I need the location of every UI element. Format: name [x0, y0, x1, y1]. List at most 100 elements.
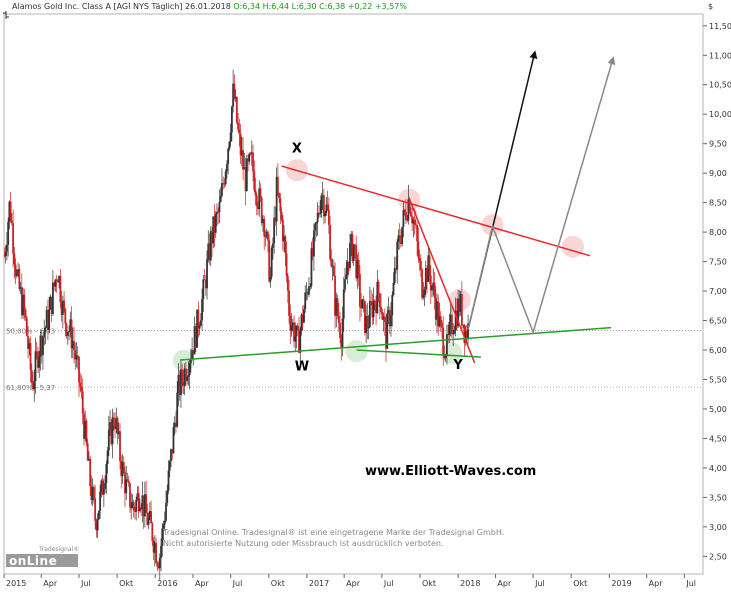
- fib-level-label: 50,00% - 6,33: [6, 328, 55, 336]
- candle-body: [50, 296, 53, 315]
- candle-body: [53, 282, 56, 287]
- candle-body: [405, 211, 407, 220]
- candle-body: [202, 279, 205, 300]
- candle-body: [189, 359, 192, 364]
- candle-body: [8, 201, 11, 222]
- x-tick-label: 2015: [6, 579, 26, 588]
- candle-body: [110, 421, 113, 444]
- candle-body: [115, 418, 118, 430]
- candle-body: [32, 383, 34, 390]
- candle-body: [293, 322, 295, 342]
- series-marker-icon: [3, 4, 9, 23]
- candle-body: [378, 293, 381, 307]
- candle-body: [83, 413, 85, 439]
- candle-body: [233, 83, 236, 99]
- candle-body: [248, 153, 251, 162]
- candle-body: [237, 122, 240, 130]
- candle-body: [168, 461, 171, 471]
- candle-body: [263, 218, 266, 237]
- candle-body: [145, 494, 148, 513]
- candle-body: [426, 268, 428, 282]
- candle-body: [112, 417, 115, 427]
- candle-body: [9, 201, 12, 221]
- candle-body: [43, 332, 46, 337]
- disclaimer: Tradesignal Online. Tradesignal® ist ein…: [163, 527, 504, 549]
- ohlc-readout: O:6,34 H:6,44 L:6,30 C:6,38 +0,22 +3,57%: [233, 2, 407, 11]
- candle-body: [14, 264, 17, 276]
- candle-body: [283, 236, 285, 242]
- candle-body: [332, 265, 335, 276]
- y-tick-label: 11,50: [709, 22, 731, 31]
- candle-body: [94, 498, 97, 521]
- candles-group: [3, 69, 469, 581]
- candle-body: [212, 216, 215, 244]
- candle-body: [451, 314, 453, 335]
- candle-body: [106, 450, 109, 465]
- candle-body: [460, 293, 463, 326]
- disclaimer-line-1: Tradesignal Online. Tradesignal® ist ein…: [163, 528, 505, 537]
- candle-body: [81, 391, 84, 414]
- candle-body: [60, 302, 63, 315]
- candle-body: [10, 220, 13, 224]
- candle-body: [245, 158, 248, 191]
- candle-body: [223, 183, 226, 185]
- x-tick-label: Okt: [119, 579, 133, 588]
- y-tick-label: 6,50: [709, 317, 727, 326]
- candle-body: [150, 511, 152, 524]
- candle-body: [345, 274, 348, 280]
- candle-body: [467, 323, 469, 339]
- candle-body: [171, 449, 174, 454]
- candle-body: [131, 502, 134, 508]
- logo-main-text: onLine: [9, 554, 58, 568]
- candle-body: [172, 427, 175, 454]
- candle-body: [238, 129, 241, 134]
- candle-body: [414, 224, 417, 226]
- candle-body: [51, 282, 54, 315]
- candle-body: [279, 198, 282, 212]
- candle-body: [315, 222, 318, 224]
- candle-body: [388, 310, 391, 327]
- candle-body: [340, 338, 343, 348]
- fib-level-label: 61,80% - 5,37: [6, 384, 55, 392]
- candle-body: [120, 461, 123, 477]
- candle-body: [139, 507, 141, 512]
- candle-body: [454, 310, 457, 331]
- candle-body: [204, 279, 207, 289]
- candle-body: [146, 512, 149, 525]
- candle-body: [363, 301, 366, 333]
- y-tick-label: 10,00: [709, 110, 731, 119]
- candle-body: [387, 310, 390, 314]
- candle-body: [400, 242, 402, 244]
- chart-title: Alamos Gold Inc. Class A [AGI NYS Täglic…: [12, 2, 231, 11]
- candle-body: [424, 268, 427, 290]
- candle-body: [105, 464, 108, 484]
- candle-body: [137, 493, 140, 512]
- candle-body: [390, 315, 392, 327]
- candle-body: [262, 218, 264, 224]
- candle-body: [290, 325, 293, 331]
- y-tick-label: 11,00: [709, 51, 731, 60]
- candle-body: [177, 374, 180, 393]
- candle-body: [28, 343, 31, 349]
- candle-body: [260, 197, 263, 224]
- candle-body: [38, 356, 41, 368]
- candle-body: [97, 510, 100, 520]
- x-tick-label: 2019: [611, 579, 631, 588]
- candle-body: [406, 219, 409, 221]
- y-tick-label: 6,00: [709, 346, 727, 355]
- candle-body: [240, 150, 243, 156]
- candle-body: [337, 315, 340, 323]
- candle-body: [334, 275, 336, 316]
- y-tick-label: 9,00: [709, 169, 727, 178]
- candle-body: [48, 309, 51, 330]
- candle-body: [71, 340, 74, 349]
- candle-body: [20, 287, 23, 316]
- candle-body: [351, 234, 354, 261]
- candle-body: [377, 281, 380, 294]
- candle-body: [227, 148, 230, 165]
- candle-body: [421, 269, 423, 298]
- candle-body: [362, 299, 365, 302]
- candle-body: [222, 182, 225, 184]
- x-tick-label: Okt: [573, 579, 587, 588]
- candle-body: [453, 330, 456, 334]
